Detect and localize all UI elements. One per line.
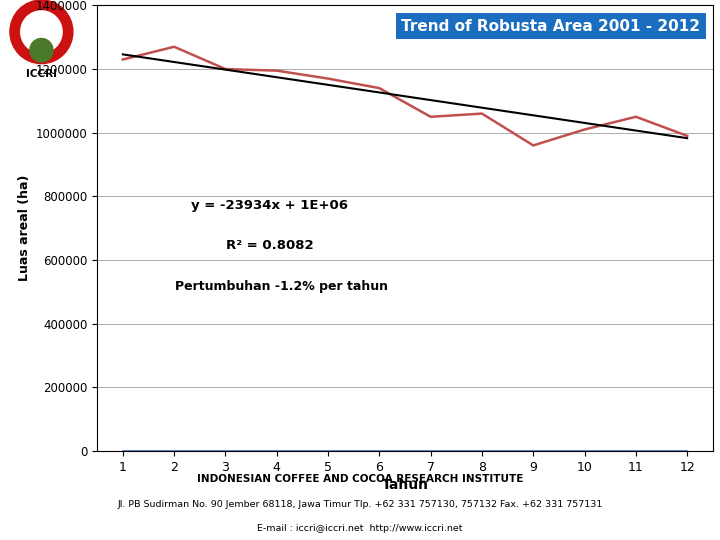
Circle shape (30, 38, 53, 62)
Text: ICCRI: ICCRI (26, 69, 57, 79)
Circle shape (10, 0, 73, 64)
X-axis label: Tahun: Tahun (382, 478, 428, 492)
Text: E-mail : iccri@iccri.net  http://www.iccri.net: E-mail : iccri@iccri.net http://www.iccr… (257, 524, 463, 533)
Text: y = -23934x + 1E+06: y = -23934x + 1E+06 (191, 199, 348, 212)
Text: Jl. PB Sudirman No. 90 Jember 68118, Jawa Timur Tlp. +62 331 757130, 757132 Fax.: Jl. PB Sudirman No. 90 Jember 68118, Jaw… (117, 500, 603, 509)
Text: Trend of Robusta Area 2001 - 2012: Trend of Robusta Area 2001 - 2012 (402, 19, 701, 34)
Text: INDONESIAN COFFEE AND COCOA RESEARCH INSTITUTE: INDONESIAN COFFEE AND COCOA RESEARCH INS… (197, 474, 523, 484)
Circle shape (21, 11, 62, 53)
Text: Pertumbuhan -1.2% per tahun: Pertumbuhan -1.2% per tahun (176, 280, 388, 293)
Y-axis label: Luas areal (ha): Luas areal (ha) (19, 175, 32, 281)
Text: R² = 0.8082: R² = 0.8082 (226, 239, 313, 253)
